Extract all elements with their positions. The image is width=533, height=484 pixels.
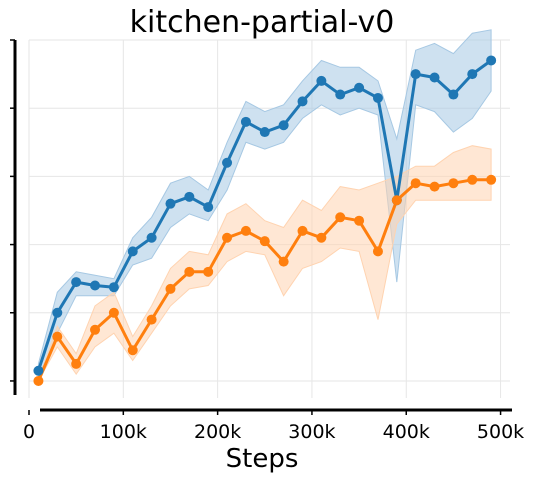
- series-1-point-6: [146, 314, 157, 325]
- series-1-point-2: [71, 358, 82, 369]
- series-1-band: [37, 145, 492, 382]
- x-tick-label-2: 200k: [194, 421, 241, 443]
- series-0-point-13: [278, 120, 289, 131]
- series-0-point-4: [108, 282, 119, 293]
- series-1-point-19: [391, 195, 402, 206]
- series-0-point-2: [71, 277, 82, 288]
- series-0-point-1: [52, 307, 63, 318]
- series-0-point-8: [184, 191, 195, 202]
- series-0-point-11: [240, 116, 251, 127]
- series-0-point-20: [410, 69, 421, 80]
- series-1-point-13: [278, 256, 289, 267]
- series-0-point-18: [372, 92, 383, 103]
- series-1-point-1: [52, 331, 63, 342]
- series-0-point-5: [127, 246, 138, 257]
- series-1-point-5: [127, 345, 138, 356]
- series-0-point-23: [467, 69, 478, 80]
- series-0-point-24: [486, 55, 497, 66]
- series-1-point-21: [429, 181, 440, 192]
- series-1-point-12: [259, 236, 270, 247]
- series-1-point-15: [316, 232, 327, 243]
- x-ticks: 0 100k 200k 300k 400k 500k: [23, 410, 524, 443]
- series-0-point-16: [335, 89, 346, 100]
- series-1-point-20: [410, 178, 421, 189]
- confidence-bands: [37, 29, 492, 382]
- series-1-point-8: [184, 266, 195, 277]
- x-tick-label-4: 400k: [383, 421, 430, 443]
- series-0-point-14: [297, 96, 308, 107]
- series-0-point-21: [429, 72, 440, 83]
- series-1-point-9: [203, 266, 214, 277]
- series-1-point-10: [222, 232, 233, 243]
- series-1-point-23: [467, 174, 478, 185]
- series-1-point-11: [240, 225, 251, 236]
- chart-title: kitchen-partial-v0: [130, 5, 395, 40]
- x-tick-label-1: 100k: [100, 421, 147, 443]
- y-ticks: [10, 39, 15, 382]
- series-1-point-4: [108, 307, 119, 318]
- x-axis-label: Steps: [226, 444, 299, 474]
- series-1-point-16: [335, 212, 346, 223]
- series-0-point-3: [90, 280, 101, 291]
- series-0-point-22: [448, 89, 459, 100]
- series-0-point-6: [146, 232, 157, 243]
- series-1-point-0: [33, 375, 44, 386]
- series-1-point-24: [486, 174, 497, 185]
- axes: [13, 40, 512, 412]
- series-0-point-12: [259, 127, 270, 138]
- x-tick-label-0: 0: [23, 421, 35, 443]
- series-1-point-22: [448, 178, 459, 189]
- x-tick-label-3: 300k: [288, 421, 335, 443]
- series-1-point-14: [297, 225, 308, 236]
- series-1-point-3: [90, 324, 101, 335]
- series-0-point-9: [203, 202, 214, 213]
- series-0-point-7: [165, 198, 176, 209]
- series-0-point-0: [33, 365, 44, 376]
- series-1-point-7: [165, 283, 176, 294]
- series-points: [33, 55, 497, 386]
- x-tick-label-5: 500k: [477, 421, 524, 443]
- series-0-point-10: [222, 157, 233, 168]
- series-1-point-17: [354, 215, 365, 226]
- series-1-point-18: [372, 246, 383, 257]
- series-0-point-17: [354, 82, 365, 93]
- series-0-point-15: [316, 75, 327, 86]
